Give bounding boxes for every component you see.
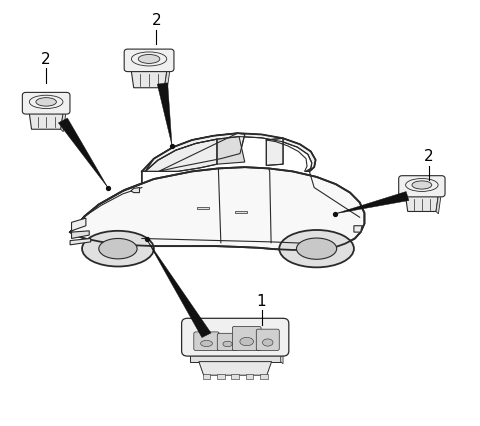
FancyBboxPatch shape	[231, 374, 239, 379]
FancyBboxPatch shape	[124, 49, 174, 72]
Ellipse shape	[99, 239, 137, 259]
Polygon shape	[217, 137, 245, 164]
Polygon shape	[147, 239, 211, 337]
Polygon shape	[59, 118, 108, 188]
Polygon shape	[131, 187, 140, 193]
FancyBboxPatch shape	[256, 329, 279, 351]
Ellipse shape	[223, 341, 232, 347]
FancyBboxPatch shape	[399, 176, 445, 197]
Polygon shape	[131, 69, 167, 88]
Text: 2: 2	[151, 13, 161, 28]
Ellipse shape	[297, 238, 336, 259]
FancyBboxPatch shape	[232, 326, 261, 351]
FancyBboxPatch shape	[217, 374, 225, 379]
Ellipse shape	[412, 181, 432, 189]
Text: 2: 2	[424, 149, 434, 164]
Polygon shape	[70, 239, 91, 245]
Ellipse shape	[279, 230, 354, 268]
Polygon shape	[70, 167, 364, 250]
Text: 1: 1	[257, 294, 266, 308]
Polygon shape	[145, 139, 217, 171]
Polygon shape	[165, 69, 170, 90]
Polygon shape	[281, 351, 283, 364]
Text: 2: 2	[41, 52, 51, 66]
Polygon shape	[199, 362, 272, 375]
FancyBboxPatch shape	[181, 318, 289, 356]
Polygon shape	[142, 133, 316, 171]
Polygon shape	[335, 192, 409, 214]
FancyBboxPatch shape	[217, 333, 238, 351]
Polygon shape	[354, 226, 362, 232]
Polygon shape	[72, 218, 86, 231]
Ellipse shape	[240, 337, 253, 345]
FancyBboxPatch shape	[194, 332, 219, 351]
Ellipse shape	[263, 339, 273, 346]
Polygon shape	[157, 83, 172, 146]
Polygon shape	[235, 211, 247, 213]
FancyBboxPatch shape	[260, 374, 268, 379]
Polygon shape	[405, 194, 439, 211]
FancyBboxPatch shape	[203, 374, 210, 379]
Polygon shape	[142, 133, 245, 171]
Polygon shape	[266, 138, 283, 165]
Polygon shape	[72, 231, 89, 239]
Ellipse shape	[201, 340, 213, 346]
FancyBboxPatch shape	[23, 92, 70, 114]
Polygon shape	[436, 194, 441, 214]
Ellipse shape	[36, 98, 56, 106]
Ellipse shape	[82, 231, 154, 267]
Polygon shape	[197, 207, 209, 209]
Polygon shape	[61, 111, 66, 132]
Ellipse shape	[138, 55, 160, 63]
Polygon shape	[190, 351, 281, 362]
FancyBboxPatch shape	[246, 374, 253, 379]
Polygon shape	[29, 111, 63, 129]
